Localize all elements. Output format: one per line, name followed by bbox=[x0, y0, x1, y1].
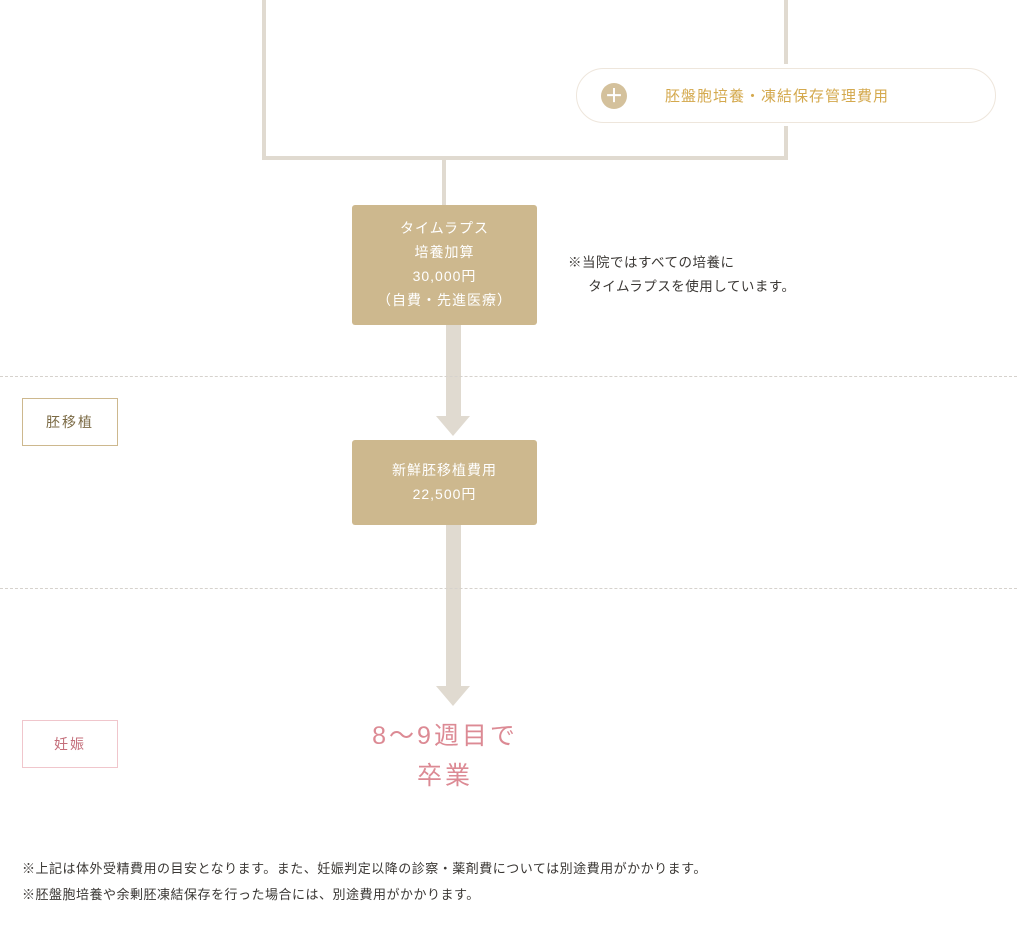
arrow-head-icon bbox=[436, 416, 470, 436]
divider-dashed-1 bbox=[0, 376, 1017, 377]
connector-horizontal bbox=[262, 156, 788, 160]
plus-icon: ＋ bbox=[601, 83, 627, 109]
note-line2: タイムラプスを使用しています。 bbox=[568, 275, 796, 299]
stage-pregnancy-text: 妊娠 bbox=[54, 734, 86, 754]
arrow-shaft bbox=[446, 325, 461, 417]
timelapse-note: ※当院ではすべての培養に タイムラプスを使用しています。 bbox=[568, 251, 796, 300]
footnote-1: ※上記は体外受精費用の目安となります。また、妊娠判定以降の診察・薬剤費については… bbox=[22, 856, 707, 882]
connector-vertical-left bbox=[262, 0, 266, 158]
grad-line1: 8～9週目で bbox=[300, 716, 590, 756]
stage-label-pregnancy: 妊娠 bbox=[22, 720, 118, 768]
timelapse-line4: （自費・先進医療） bbox=[377, 289, 512, 313]
connector-vertical-center bbox=[442, 158, 446, 206]
stage-embryo-text: 胚移植 bbox=[46, 412, 94, 432]
arrow-head-icon bbox=[436, 686, 470, 706]
footnote-2: ※胚盤胞培養や余剰胚凍結保存を行った場合には、別途費用がかかります。 bbox=[22, 882, 707, 908]
connector-vertical-right-top bbox=[784, 0, 788, 64]
note-line1: ※当院ではすべての培養に bbox=[568, 251, 796, 275]
connector-vertical-right-bottom bbox=[784, 126, 788, 158]
footnotes: ※上記は体外受精費用の目安となります。また、妊娠判定以降の診察・薬剤費については… bbox=[22, 856, 707, 908]
flowchart-container: ＋ 胚盤胞培養・凍結保存管理費用 タイムラプス 培養加算 30,000円 （自費… bbox=[0, 0, 1017, 942]
arrow-down-2 bbox=[436, 525, 470, 706]
pill-label: 胚盤胞培養・凍結保存管理費用 bbox=[665, 85, 889, 106]
arrow-shaft bbox=[446, 525, 461, 687]
divider-dashed-2 bbox=[0, 588, 1017, 589]
timelapse-line3: 30,000円 bbox=[413, 265, 477, 289]
arrow-down-1 bbox=[436, 325, 470, 436]
timelapse-cost-box: タイムラプス 培養加算 30,000円 （自費・先進医療） bbox=[352, 205, 537, 325]
fresh-line2: 22,500円 bbox=[413, 483, 477, 507]
grad-line2: 卒業 bbox=[300, 756, 590, 796]
blastocyst-cost-pill: ＋ 胚盤胞培養・凍結保存管理費用 bbox=[576, 68, 996, 123]
fresh-line1: 新鮮胚移植費用 bbox=[392, 459, 497, 483]
timelapse-line1: タイムラプス bbox=[400, 217, 489, 241]
fresh-transfer-cost-box: 新鮮胚移植費用 22,500円 bbox=[352, 440, 537, 525]
timelapse-line2: 培養加算 bbox=[415, 241, 475, 265]
graduation-text: 8～9週目で 卒業 bbox=[300, 716, 590, 796]
stage-label-embryo-transfer: 胚移植 bbox=[22, 398, 118, 446]
